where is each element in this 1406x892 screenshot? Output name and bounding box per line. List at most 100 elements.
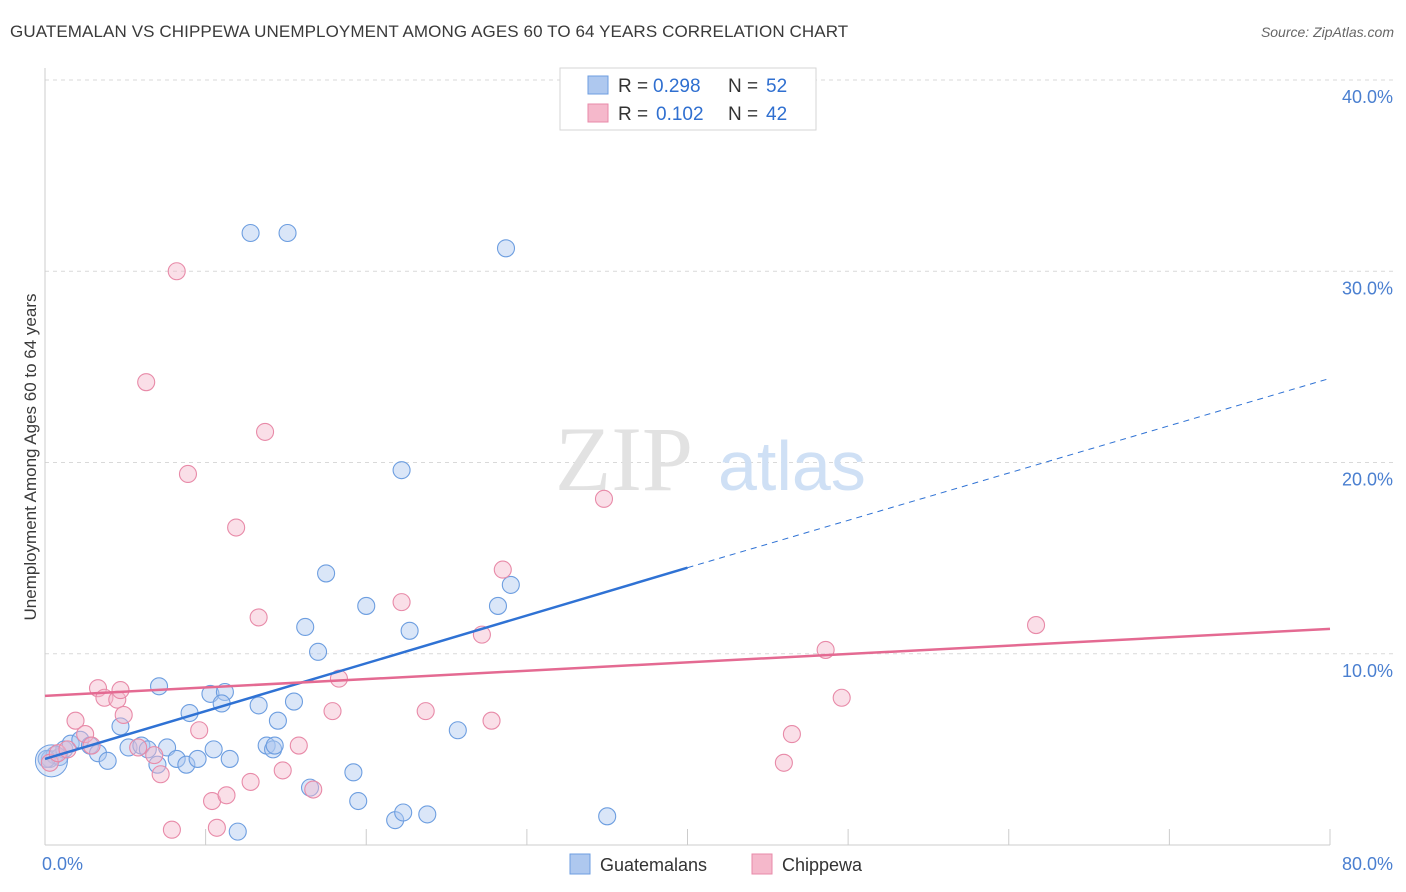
source-note: Source: ZipAtlas.com: [1260, 24, 1394, 40]
data-point-chippewa: [227, 518, 246, 537]
series-guatemalans: [34, 223, 617, 841]
data-point-chippewa: [249, 608, 268, 627]
data-point-chippewa: [289, 736, 308, 755]
data-point-chippewa: [304, 780, 323, 799]
data-point-guatemalans: [598, 807, 617, 826]
data-point-guatemalans: [296, 617, 315, 637]
data-point-guatemalans: [448, 721, 467, 740]
data-point-chippewa: [482, 711, 501, 730]
data-point-chippewa: [782, 725, 801, 744]
trend-line-guatemalans-extension: [687, 377, 1331, 569]
data-point-guatemalans: [501, 575, 520, 594]
data-point-guatemalans: [317, 564, 336, 583]
data-point-chippewa: [114, 705, 133, 725]
bottom-legend: Guatemalans Chippewa: [569, 853, 863, 875]
data-point-chippewa: [162, 820, 181, 839]
legend-r-value-1: 0.298: [653, 76, 701, 97]
data-point-guatemalans: [98, 751, 117, 770]
y-tick-label: 10.0%: [1342, 661, 1393, 681]
data-point-guatemalans: [148, 755, 167, 774]
data-point-guatemalans: [394, 803, 413, 822]
bottom-legend-label-guatemalans: Guatemalans: [600, 855, 707, 875]
gridlines: [45, 79, 1395, 655]
data-point-chippewa: [167, 262, 186, 281]
watermark-zip: ZIP: [555, 408, 693, 510]
data-point-guatemalans: [149, 677, 169, 696]
legend-r-label-1: R =: [618, 76, 648, 97]
data-point-guatemalans: [488, 596, 508, 615]
data-point-chippewa: [256, 422, 275, 441]
data-point-guatemalans: [228, 822, 247, 841]
legend-n-label-1: N =: [728, 76, 758, 97]
legend: R = 0.298 N = 52 R = 0.102 N = 42: [559, 67, 817, 131]
data-point-chippewa: [1027, 616, 1046, 635]
data-point-chippewa: [774, 753, 793, 772]
data-point-guatemalans: [278, 223, 297, 243]
data-point-chippewa: [416, 702, 435, 721]
data-point-guatemalans: [204, 740, 223, 759]
data-point-guatemalans: [400, 621, 419, 640]
y-tick-labels: 10.0% 20.0% 30.0% 40.0%: [1342, 87, 1393, 681]
trend-lines: [44, 377, 1331, 761]
data-point-guatemalans: [265, 736, 284, 755]
legend-r-label-2: R =: [618, 104, 648, 125]
data-point-guatemalans: [392, 461, 411, 480]
data-point-chippewa: [66, 711, 85, 730]
data-point-chippewa: [137, 373, 156, 392]
legend-swatch-blue: [587, 75, 609, 95]
data-point-chippewa: [151, 765, 170, 784]
bottom-legend-label-chippewa: Chippewa: [782, 855, 863, 875]
legend-n-value-2: 42: [766, 104, 787, 125]
x-tick-labels: 0.0% 80.0%: [42, 854, 1393, 874]
data-point-guatemalans: [349, 791, 368, 811]
data-point-guatemalans: [309, 642, 328, 661]
data-point-chippewa: [76, 725, 95, 744]
data-point-chippewa: [329, 669, 348, 688]
x-tick-label: 80.0%: [1342, 854, 1393, 874]
data-point-guatemalans: [357, 596, 376, 615]
bottom-legend-swatch-pink: [751, 853, 773, 875]
data-point-guatemalans: [111, 717, 130, 736]
watermark-atlas: atlas: [718, 427, 866, 505]
data-point-guatemalans: [220, 749, 239, 768]
y-tick-label: 20.0%: [1342, 470, 1393, 490]
data-point-chippewa: [392, 593, 411, 612]
data-point-guatemalans: [88, 744, 108, 763]
data-point-chippewa: [217, 786, 236, 805]
axes: [44, 68, 1331, 846]
legend-n-label-2: N =: [728, 104, 758, 125]
data-point-guatemalans: [241, 223, 260, 243]
series-chippewa: [40, 262, 1046, 839]
data-point-chippewa: [111, 681, 130, 700]
legend-swatch-pink: [587, 103, 609, 123]
bottom-legend-swatch-blue: [569, 853, 591, 875]
legend-n-value-1: 52: [766, 76, 787, 97]
data-point-chippewa: [129, 738, 148, 757]
data-point-chippewa: [190, 721, 209, 740]
y-tick-label: 30.0%: [1342, 278, 1393, 298]
data-point-guatemalans: [268, 711, 287, 730]
data-point-chippewa: [594, 489, 614, 508]
y-tick-label: 40.0%: [1342, 87, 1393, 107]
data-point-guatemalans: [300, 778, 320, 797]
data-point-guatemalans: [496, 239, 516, 258]
data-point-guatemalans: [284, 692, 304, 711]
data-point-guatemalans: [418, 805, 437, 824]
data-point-chippewa: [207, 818, 226, 837]
trend-line-chippewa: [44, 627, 1331, 698]
legend-r-value-2: 0.102: [656, 104, 704, 125]
data-point-guatemalans: [249, 696, 268, 715]
data-point-guatemalans: [188, 749, 207, 768]
data-point-chippewa: [241, 772, 260, 791]
data-point-chippewa: [493, 560, 512, 579]
data-point-chippewa: [145, 746, 164, 765]
trend-line-guatemalans: [44, 566, 688, 761]
data-point-chippewa: [832, 688, 851, 707]
data-point-guatemalans: [177, 755, 196, 774]
data-point-chippewa: [323, 702, 342, 721]
chart-title: GUATEMALAN VS CHIPPEWA UNEMPLOYMENT AMON…: [10, 22, 849, 41]
x-tick-label: 0.0%: [42, 854, 83, 874]
y-axis-label: Unemployment Among Ages 60 to 64 years: [21, 294, 40, 621]
data-point-chippewa: [178, 464, 198, 484]
